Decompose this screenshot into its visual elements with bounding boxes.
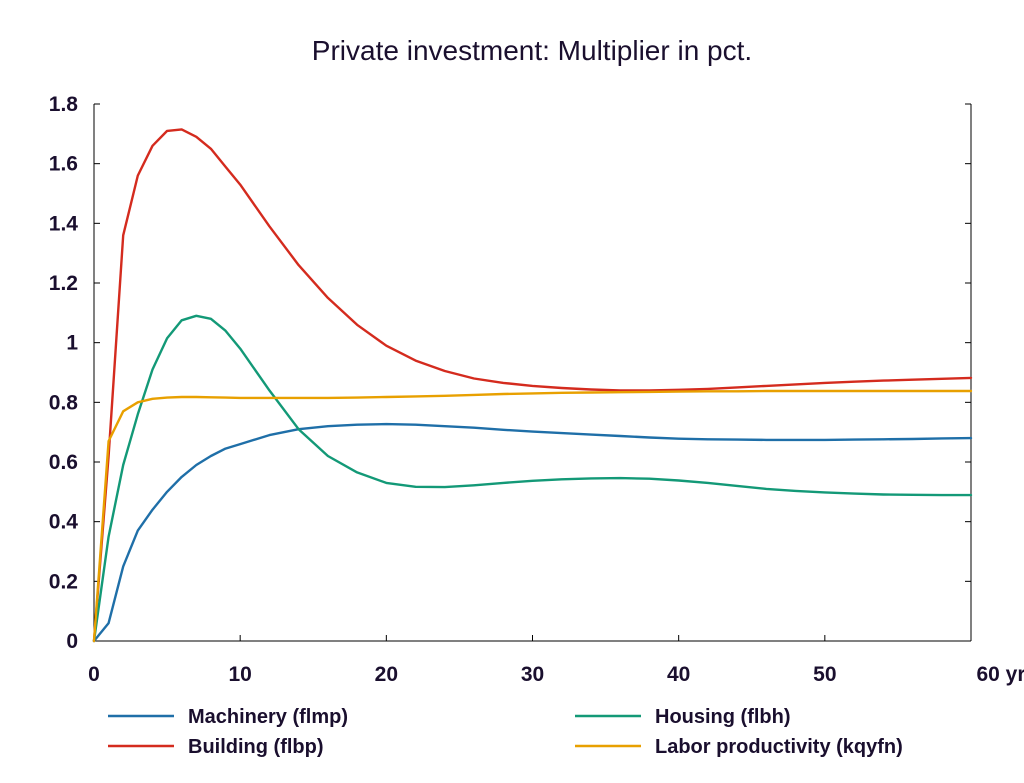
- series-line-4: [92, 389, 973, 643]
- y-tick-label: 1: [66, 332, 78, 355]
- series-line-2: [92, 128, 973, 643]
- y-tick-label: 0.8: [49, 391, 79, 414]
- legend-label-4: Labor productivity (kqyfn): [655, 736, 903, 758]
- legend-label-1: Machinery (flmp): [188, 706, 348, 728]
- series-line-1: [92, 422, 973, 643]
- x-tick-label: 40: [667, 663, 690, 686]
- series-line-3: [92, 314, 973, 643]
- y-tick-label: 1.2: [49, 272, 78, 295]
- x-tick-label: 20: [375, 663, 398, 686]
- y-tick-label: 0.6: [49, 451, 78, 474]
- y-tick-label: 0: [66, 630, 78, 653]
- x-tick-label: 30: [521, 663, 544, 686]
- axes: 0 0.2 0.4 0.6 0.8 1 1.2 1.4 1.6 1.8 0 10 20 30 40 50 60 …: [49, 93, 1024, 686]
- series-lines: [92, 128, 973, 643]
- y-tick-label: 0.4: [49, 511, 79, 534]
- legend: Machinery (flmp) Building (flbp) Housing (…: [108, 706, 903, 758]
- legend-label-2: Building (flbp): [188, 736, 324, 758]
- y-tick-label: 1.4: [49, 212, 79, 235]
- x-tick-label: 50: [813, 663, 836, 686]
- y-tick-label: 1.6: [49, 153, 78, 176]
- y-tick-label: 1.8: [49, 93, 79, 116]
- legend-label-3: Housing (flbh): [655, 706, 791, 728]
- x-tick-label: 10: [228, 663, 251, 686]
- x-tick-label: 60 yr: [976, 663, 1024, 686]
- y-tick-label: 0.2: [49, 570, 78, 593]
- x-tick-label: 0: [88, 663, 100, 686]
- chart-title: Private investment: Multiplier in pct.: [312, 35, 752, 66]
